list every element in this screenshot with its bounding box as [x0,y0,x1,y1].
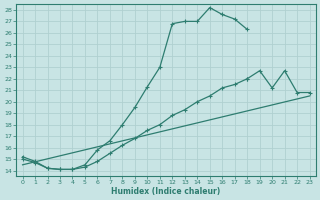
X-axis label: Humidex (Indice chaleur): Humidex (Indice chaleur) [111,187,221,196]
